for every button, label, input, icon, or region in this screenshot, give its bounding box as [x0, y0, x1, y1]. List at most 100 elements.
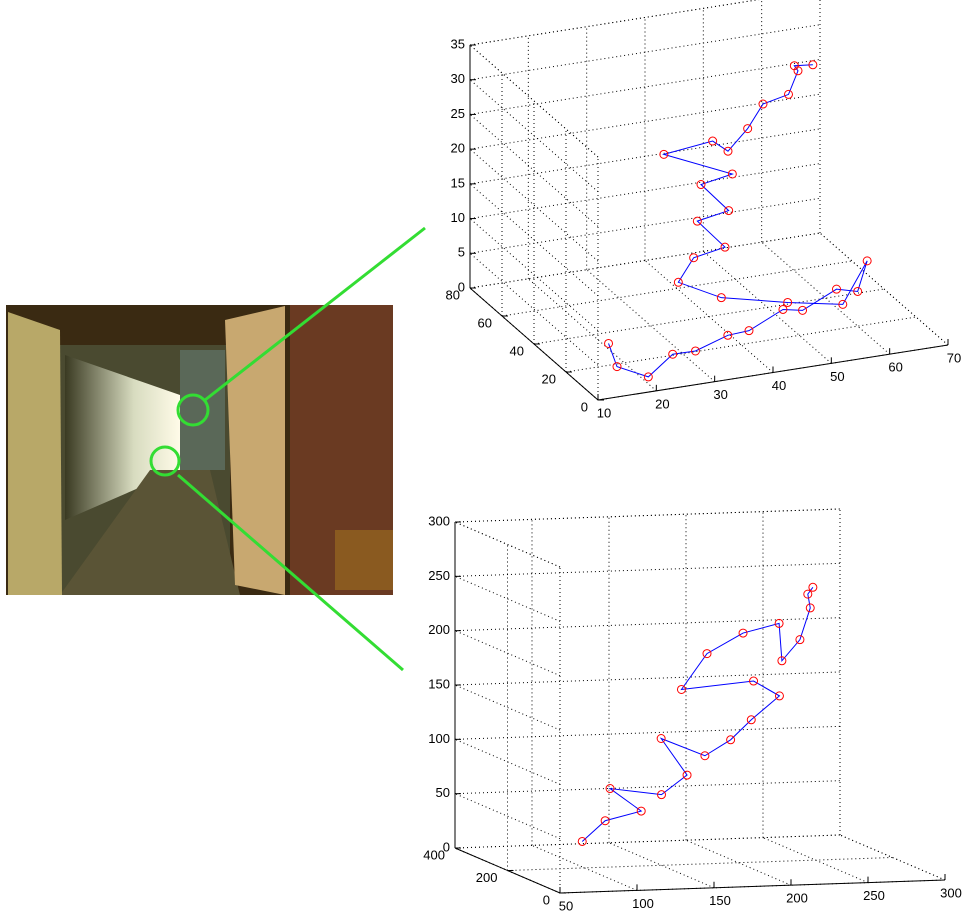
x-tick-label: 100 [632, 896, 654, 911]
point [659, 149, 669, 159]
y-tick-label: 60 [478, 315, 492, 330]
x-tick-label: 40 [772, 378, 786, 393]
point [853, 286, 863, 296]
grid-line [454, 630, 561, 677]
x-tick-label: 50 [830, 369, 844, 384]
x-tick-label: 60 [888, 360, 902, 375]
point [690, 346, 700, 356]
point [604, 338, 614, 348]
grid-line [454, 562, 841, 577]
z-tick-label: 0 [443, 839, 450, 854]
point [700, 751, 710, 761]
point [803, 589, 813, 599]
point [600, 816, 610, 826]
grid-line [533, 288, 885, 345]
x-tick-label: 300 [940, 885, 962, 900]
point [723, 146, 733, 156]
z-tick-label: 250 [428, 568, 450, 583]
point [746, 715, 756, 725]
grid-line [469, 218, 599, 331]
point [708, 136, 718, 146]
axes-3d: 50 100 150 200 250 30002004000501001502002503… [423, 508, 962, 913]
z-tick-label: 25 [451, 106, 465, 121]
x-tick-label: 50 [559, 898, 573, 913]
grid-line [454, 780, 841, 795]
point [716, 293, 726, 303]
trajectory [608, 64, 868, 378]
x-tick-label: 70 [947, 350, 961, 365]
grid-line [454, 793, 561, 840]
point [682, 770, 692, 780]
point [696, 180, 706, 190]
grid-line [469, 114, 599, 227]
grid-line [644, 260, 774, 373]
z-tick-label: 15 [451, 175, 465, 190]
z-tick-label: 10 [451, 210, 465, 225]
callouts [149, 226, 426, 672]
point [749, 676, 759, 686]
grid-line [469, 24, 821, 81]
point [777, 656, 787, 666]
y-tick-label: 0 [543, 892, 550, 907]
z-tick-label: 30 [451, 71, 465, 86]
box-edge [454, 508, 841, 523]
point [744, 326, 754, 336]
point [758, 99, 768, 109]
y-tick-label: 0 [581, 399, 588, 414]
point [727, 169, 737, 179]
y-tick-label: 80 [446, 287, 460, 302]
point [723, 330, 733, 340]
grid-line [761, 241, 890, 355]
point [838, 299, 848, 309]
grid-line [565, 316, 917, 373]
z-tick-label: 150 [428, 676, 450, 691]
grid-line [531, 844, 638, 891]
point [832, 284, 841, 294]
x-tick-label: 30 [713, 387, 727, 402]
x-tick-label: 250 [863, 888, 885, 903]
trajectory [581, 587, 814, 842]
grid-line [469, 252, 599, 366]
grid-line [586, 269, 715, 383]
grid-line [454, 575, 561, 622]
x-tick-label: 200 [786, 891, 808, 906]
point [808, 60, 818, 70]
x-tick-label: 150 [709, 893, 731, 908]
point [605, 784, 615, 794]
z-tick-label: 50 [436, 785, 450, 800]
grid-line [454, 671, 841, 686]
grid-line [454, 834, 841, 849]
point [673, 277, 683, 287]
z-tick-label: 200 [428, 622, 450, 637]
photo [6, 305, 393, 595]
point [636, 806, 646, 816]
point [720, 242, 730, 252]
point [577, 836, 587, 846]
point [743, 124, 753, 134]
y-tick-label: 400 [423, 847, 445, 862]
point [738, 628, 748, 638]
z-tick-label: 100 [428, 731, 450, 746]
y-tick-label: 200 [476, 870, 498, 885]
point [808, 582, 818, 592]
point [778, 304, 788, 314]
point [774, 618, 784, 628]
point [774, 691, 784, 701]
grid-line [454, 725, 841, 740]
point [862, 256, 872, 266]
point [656, 733, 666, 743]
point [668, 349, 678, 359]
point [798, 305, 808, 315]
grid-line [469, 197, 821, 254]
z-tick-label: 20 [451, 141, 465, 156]
point [784, 89, 793, 99]
box-edge [819, 232, 949, 346]
box-edge [469, 0, 760, 46]
point [702, 649, 712, 659]
grid-line [469, 79, 599, 193]
z-tick-label: 35 [451, 36, 465, 51]
point [805, 603, 815, 613]
point [692, 216, 702, 226]
